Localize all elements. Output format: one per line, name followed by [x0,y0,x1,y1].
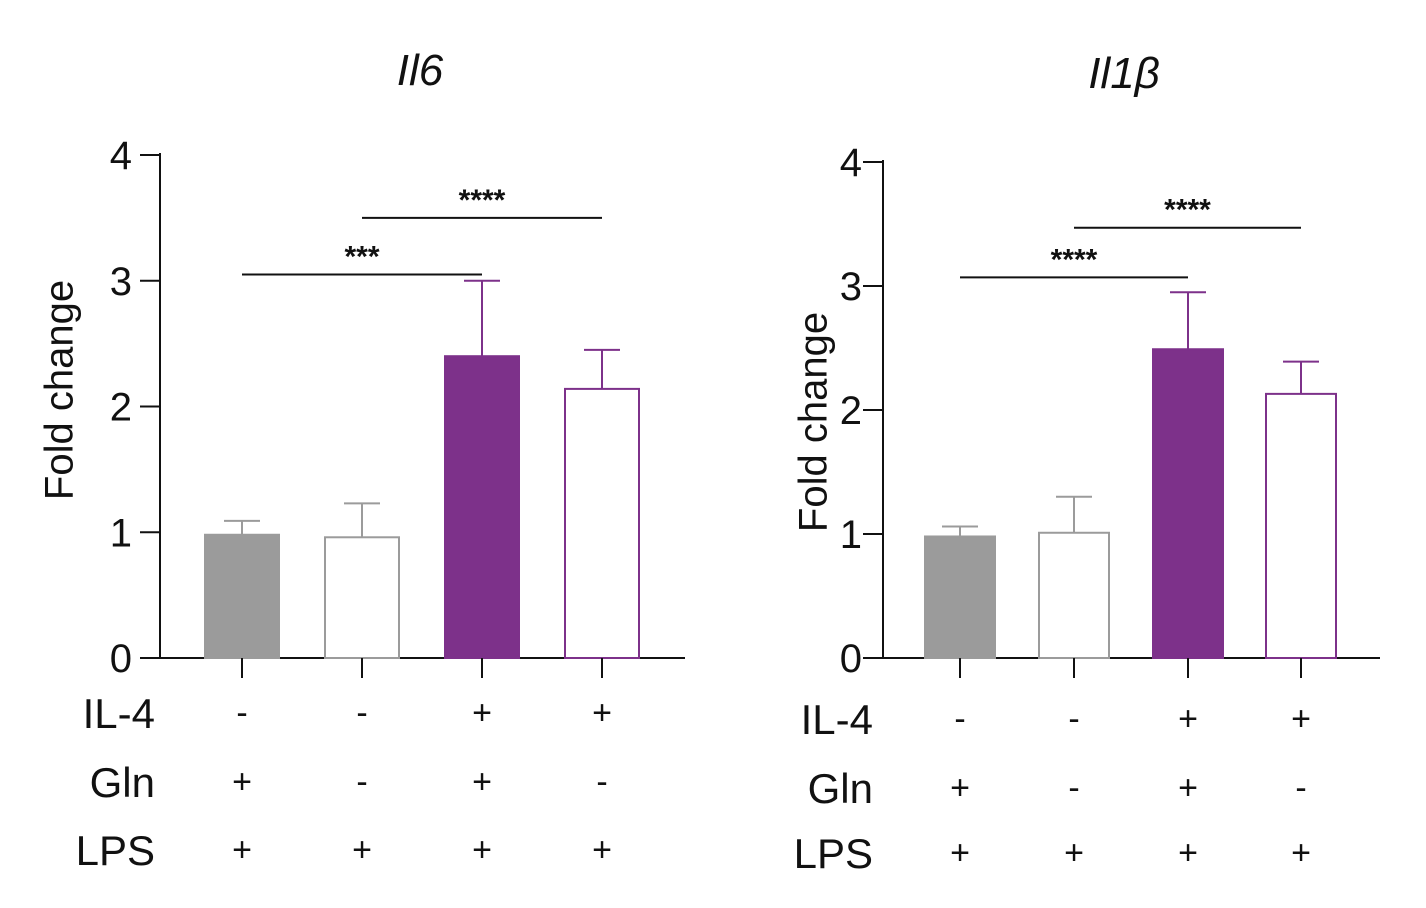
condition-label: Gln [808,765,873,812]
bar [1038,531,1110,660]
chart-title: Il1β [1088,49,1160,98]
condition-sign: + [352,831,372,869]
y-tick-label: 1 [110,511,132,555]
condition-sign: - [596,763,607,801]
condition-sign: + [950,769,970,807]
condition-sign: - [356,763,367,801]
condition-sign: + [1178,834,1198,872]
condition-label: LPS [76,827,155,874]
panel-il1b: Il1β Fold change 0 1 2 3 4 **** **** IL-4 - - + + Gln +… [792,49,1380,877]
condition-sign: + [1178,769,1198,807]
bar [204,533,280,660]
y-tick-label: 1 [840,513,862,557]
y-axis-label: Fold change [38,280,82,500]
bar [924,535,996,659]
y-tick-label: 2 [840,389,862,433]
condition-sign: + [472,831,492,869]
condition-sign: - [356,694,367,732]
y-tick-label: 2 [110,386,132,430]
condition-sign: + [1064,834,1084,872]
condition-sign: - [1295,769,1306,807]
significance-label: **** [1051,243,1098,276]
significance-label: **** [459,184,506,217]
bar [564,387,640,659]
condition-sign: - [1068,769,1079,807]
chart-title: Il6 [397,46,444,95]
significance-label: *** [344,240,379,273]
y-tick-label: 4 [110,134,132,178]
condition-sign: - [1068,700,1079,738]
condition-sign: + [1291,700,1311,738]
bar [1152,348,1224,659]
condition-sign: - [236,694,247,732]
significance-label: **** [1164,194,1211,227]
condition-sign: + [472,763,492,801]
condition-label: LPS [794,830,873,877]
y-tick-label: 3 [840,265,862,309]
y-tick-label: 4 [840,141,862,185]
condition-label: IL-4 [801,696,873,743]
condition-label: Gln [90,759,155,806]
condition-sign: + [472,694,492,732]
condition-sign: + [232,831,252,869]
condition-label: IL-4 [83,690,155,737]
y-axis-label: Fold change [792,312,836,532]
condition-sign: + [1291,834,1311,872]
condition-sign: + [1178,700,1198,738]
condition-sign: + [592,694,612,732]
condition-sign: + [592,831,612,869]
bar [324,536,400,660]
y-tick-label: 3 [110,260,132,304]
bar [1265,392,1337,659]
bar [444,355,520,659]
condition-sign: - [954,700,965,738]
condition-sign: + [232,763,252,801]
condition-sign: + [950,834,970,872]
y-tick-label: 0 [110,637,132,681]
y-tick-label: 0 [840,637,862,681]
